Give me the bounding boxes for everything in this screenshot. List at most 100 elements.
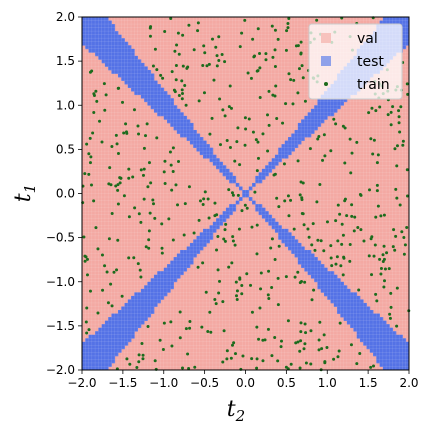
train-point <box>148 211 152 215</box>
test-cell <box>304 115 309 120</box>
test-cell <box>163 108 168 113</box>
test-cell <box>395 362 400 367</box>
train-point <box>215 213 219 217</box>
test-cell <box>399 355 403 360</box>
test-cell <box>131 48 135 53</box>
test-cell <box>261 207 266 212</box>
train-point <box>125 357 129 361</box>
test-cell <box>405 348 410 353</box>
grid-cells <box>82 17 410 371</box>
test-cell <box>153 80 158 85</box>
test-cell <box>353 324 358 329</box>
test-cell <box>95 338 99 343</box>
test-cell <box>366 341 371 346</box>
test-cell <box>405 41 410 46</box>
test-cell <box>196 147 201 152</box>
train-point <box>391 245 395 249</box>
test-cell <box>144 91 148 96</box>
test-cell <box>261 214 266 219</box>
test-cell <box>206 235 210 240</box>
test-cell <box>359 338 364 343</box>
train-point <box>276 276 280 280</box>
test-cell <box>153 108 158 113</box>
test-cell <box>163 274 168 279</box>
test-cell <box>359 309 364 314</box>
test-cell <box>363 334 367 339</box>
test-cell <box>229 175 233 180</box>
train-point <box>273 28 277 32</box>
train-point <box>255 357 259 361</box>
test-cell <box>95 334 99 339</box>
test-cell <box>379 359 384 364</box>
train-point <box>173 90 177 94</box>
test-cell <box>389 331 394 336</box>
test-cell <box>314 112 318 117</box>
test-cell <box>294 242 299 247</box>
test-cell <box>199 232 204 237</box>
test-cell <box>124 317 129 321</box>
test-cell <box>386 338 390 343</box>
test-cell <box>350 299 354 304</box>
train-point <box>223 114 227 118</box>
test-cell <box>180 129 184 134</box>
test-cell <box>323 292 328 297</box>
train-points <box>81 16 411 372</box>
train-point <box>122 131 126 135</box>
test-cell <box>98 359 103 364</box>
test-cell <box>98 38 103 43</box>
test-cell <box>91 38 96 43</box>
test-cell <box>330 271 335 276</box>
test-cell <box>369 331 374 336</box>
train-point <box>127 167 131 171</box>
test-cell <box>82 341 86 346</box>
test-cell <box>382 362 387 367</box>
test-cell <box>131 295 135 300</box>
test-cell <box>395 341 400 346</box>
test-cell <box>111 341 116 346</box>
test-cell <box>167 285 171 290</box>
test-cell <box>402 359 407 364</box>
test-cell <box>366 306 371 311</box>
train-point <box>147 161 151 165</box>
test-cell <box>317 119 322 124</box>
test-cell <box>176 253 181 258</box>
test-cell <box>238 186 243 191</box>
test-cell <box>199 242 204 247</box>
train-point <box>402 252 406 256</box>
test-cell <box>170 264 174 269</box>
train-point <box>233 243 237 247</box>
train-point <box>196 265 200 269</box>
test-cell <box>153 285 158 290</box>
test-cell <box>117 341 122 346</box>
train-point <box>382 244 386 248</box>
test-cell <box>359 313 364 318</box>
test-cell <box>258 175 263 180</box>
test-cell <box>163 91 168 96</box>
test-cell <box>150 285 155 290</box>
test-cell <box>405 366 410 371</box>
test-cell <box>402 34 407 39</box>
train-point <box>210 37 214 41</box>
test-cell <box>353 295 358 300</box>
test-cell <box>140 80 145 85</box>
test-cell <box>101 348 106 353</box>
test-cell <box>101 27 106 32</box>
train-point <box>186 352 190 356</box>
test-cell <box>121 341 125 346</box>
test-cell <box>310 260 315 265</box>
test-cell <box>144 84 148 88</box>
test-cell <box>183 253 188 258</box>
train-point <box>177 160 181 164</box>
test-cell <box>294 140 299 145</box>
test-cell <box>88 38 93 43</box>
test-cell <box>199 246 204 251</box>
test-cell <box>359 299 364 304</box>
train-point <box>201 202 205 206</box>
train-point <box>202 197 206 201</box>
test-cell <box>127 327 132 332</box>
train-point <box>251 130 255 134</box>
test-cell <box>343 309 348 314</box>
train-point <box>138 268 142 272</box>
test-cell <box>196 235 201 240</box>
train-point <box>273 64 277 68</box>
